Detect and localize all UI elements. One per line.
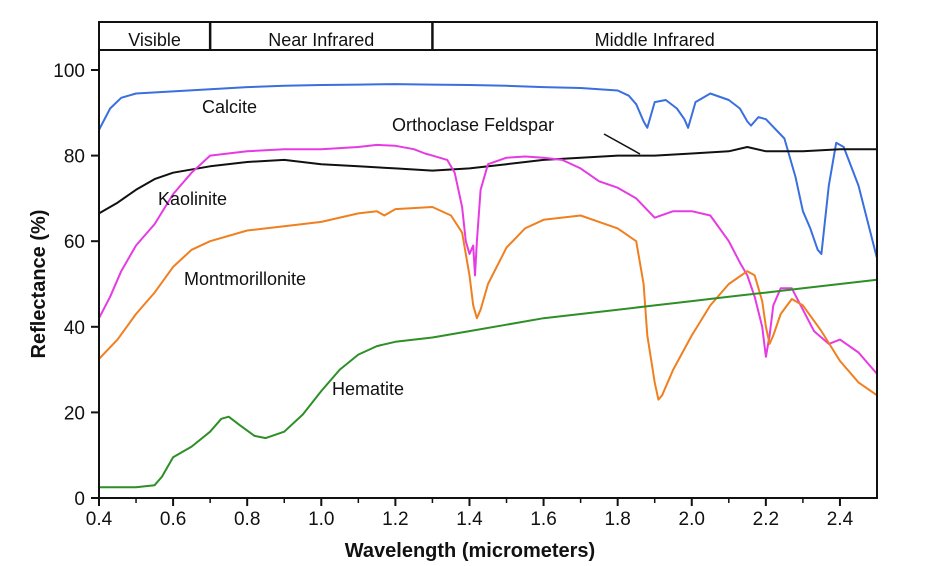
x-tick-label: 0.4 xyxy=(86,509,113,530)
axes-layer: 0 20 40 60 80 100 0.4 0.6 0.8 1.0 1.2 1.4 1.6 1.8 2.0 2… xyxy=(53,21,878,530)
orthoclase-leader-line xyxy=(603,133,641,155)
y-tick-label: 0 xyxy=(74,489,85,510)
x-tick-label: 1.8 xyxy=(604,509,630,530)
x-axis-title: Wavelength (micrometers) xyxy=(345,540,595,562)
series-layer xyxy=(98,83,878,489)
x-tick-label: 1.6 xyxy=(530,509,556,530)
region-label: Near Infrared xyxy=(268,30,374,50)
x-tick-label: 2.2 xyxy=(753,509,779,530)
series-label-layer: Calcite Orthoclase Feldspar Kaolinite Montm… xyxy=(158,97,641,399)
region-label: Visible xyxy=(128,30,181,50)
plot-frame xyxy=(98,21,878,499)
series-label-calcite: Calcite xyxy=(202,97,257,117)
y-axis-title: Reflectance (%) xyxy=(28,210,50,359)
y-tick-label: 80 xyxy=(64,147,85,168)
y-tick-label: 20 xyxy=(64,403,85,424)
series-line-orthoclase-feldspar xyxy=(98,146,877,215)
series-label-hematite: Hematite xyxy=(332,379,404,399)
x-tick-label: 1.4 xyxy=(456,509,483,530)
series-label-montmorillonite: Montmorillonite xyxy=(184,269,306,289)
series-line-calcite xyxy=(98,83,878,259)
x-tick-label: 2.0 xyxy=(679,509,705,530)
series-line-montmorillonite xyxy=(98,206,878,401)
series-line-hematite xyxy=(99,278,878,489)
x-tick-label: 2.4 xyxy=(827,509,854,530)
region-label: Middle Infrared xyxy=(595,30,715,50)
x-tick-label: 1.2 xyxy=(382,509,408,530)
y-tick-label: 100 xyxy=(53,61,85,82)
series-label-orthoclase-feldspar: Orthoclase Feldspar xyxy=(392,115,554,135)
y-tick-label: 40 xyxy=(64,318,85,339)
y-tick-label: 60 xyxy=(64,232,85,253)
spectral-region-bar: Visible Near Infrared Middle Infrared xyxy=(128,22,715,50)
x-tick-label: 0.8 xyxy=(234,509,260,530)
x-tick-label: 1.0 xyxy=(308,509,334,530)
series-line-kaolinite xyxy=(98,143,878,375)
x-tick-label: 0.6 xyxy=(160,509,186,530)
series-label-kaolinite: Kaolinite xyxy=(158,189,227,209)
